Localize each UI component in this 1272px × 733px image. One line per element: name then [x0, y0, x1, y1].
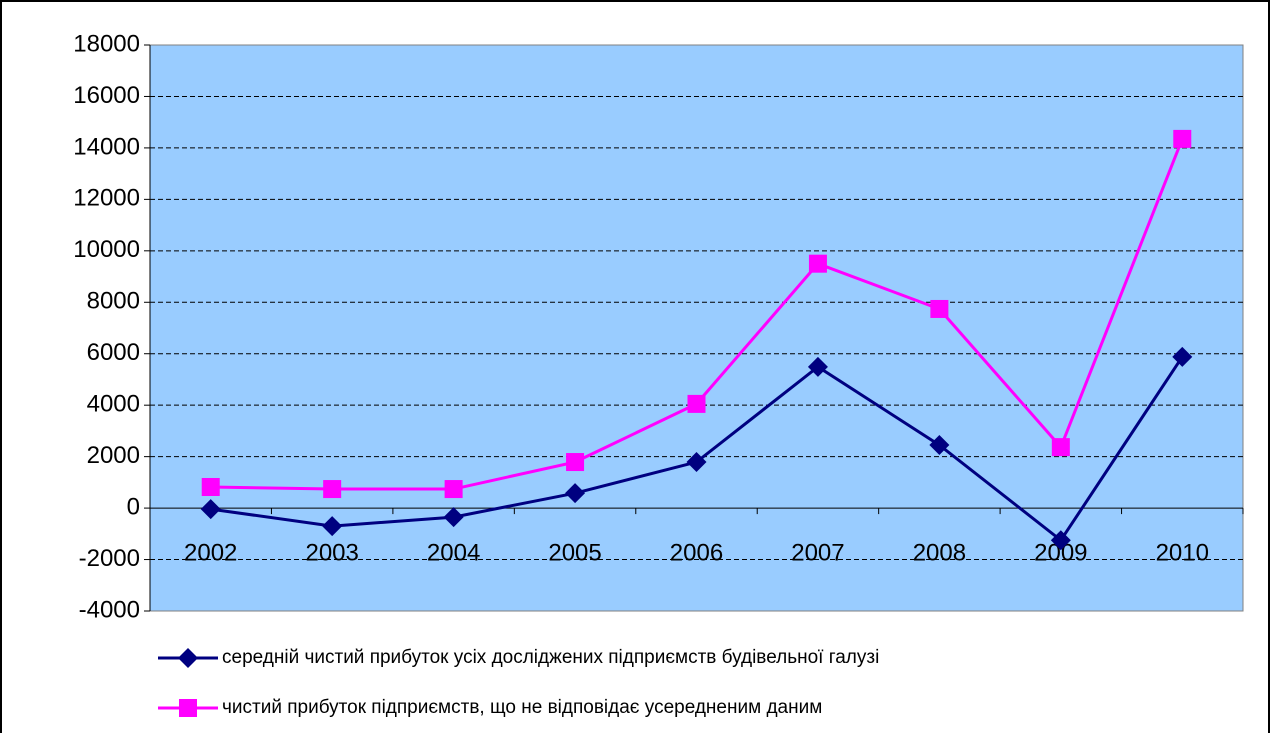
- data-point: [1173, 129, 1192, 148]
- y-tick-label: 2000: [87, 442, 140, 469]
- y-tick-label: 8000: [87, 288, 140, 315]
- legend-label: середній чистий прибуток усіх досліджени…: [222, 647, 879, 668]
- data-point: [807, 356, 828, 377]
- y-tick-label: 4000: [87, 391, 140, 418]
- legend-marker: [178, 648, 198, 668]
- data-point: [929, 435, 950, 456]
- y-tick-label: 0: [127, 493, 140, 520]
- plot-area: [149, 44, 1244, 612]
- data-point: [566, 453, 585, 472]
- data-point: [1050, 530, 1071, 551]
- x-tick-label: 2004: [427, 539, 480, 566]
- data-point: [1051, 438, 1070, 457]
- x-tick-label: 2007: [791, 539, 844, 566]
- data-point: [323, 480, 342, 499]
- data-point: [1172, 346, 1193, 367]
- data-point: [200, 499, 221, 520]
- y-tick-label: 12000: [73, 185, 140, 212]
- y-tick-label: -2000: [79, 545, 140, 572]
- y-tick-label: -4000: [79, 596, 140, 623]
- data-point: [443, 507, 464, 528]
- y-tick-label: 6000: [87, 339, 140, 366]
- x-tick-label: 2006: [670, 539, 723, 566]
- legend-marker: [179, 699, 197, 717]
- y-tick-label: 18000: [73, 30, 140, 57]
- data-point: [808, 254, 827, 273]
- data-point: [444, 480, 463, 499]
- data-point: [201, 477, 220, 496]
- x-tick-label: 2008: [913, 539, 966, 566]
- data-point: [930, 299, 949, 318]
- data-point: [686, 452, 707, 473]
- x-tick-label: 2010: [1156, 539, 1209, 566]
- y-tick-label: 16000: [73, 82, 140, 109]
- data-point: [565, 483, 586, 504]
- y-tick-label: 14000: [73, 133, 140, 160]
- x-tick-label: 2002: [184, 539, 237, 566]
- legend-label: чистий прибуток підприємств, що не відпо…: [222, 697, 822, 718]
- data-point: [322, 516, 343, 537]
- x-tick-label: 2003: [305, 539, 358, 566]
- y-tick-label: 10000: [73, 236, 140, 263]
- data-point: [687, 394, 706, 413]
- x-tick-label: 2005: [548, 539, 601, 566]
